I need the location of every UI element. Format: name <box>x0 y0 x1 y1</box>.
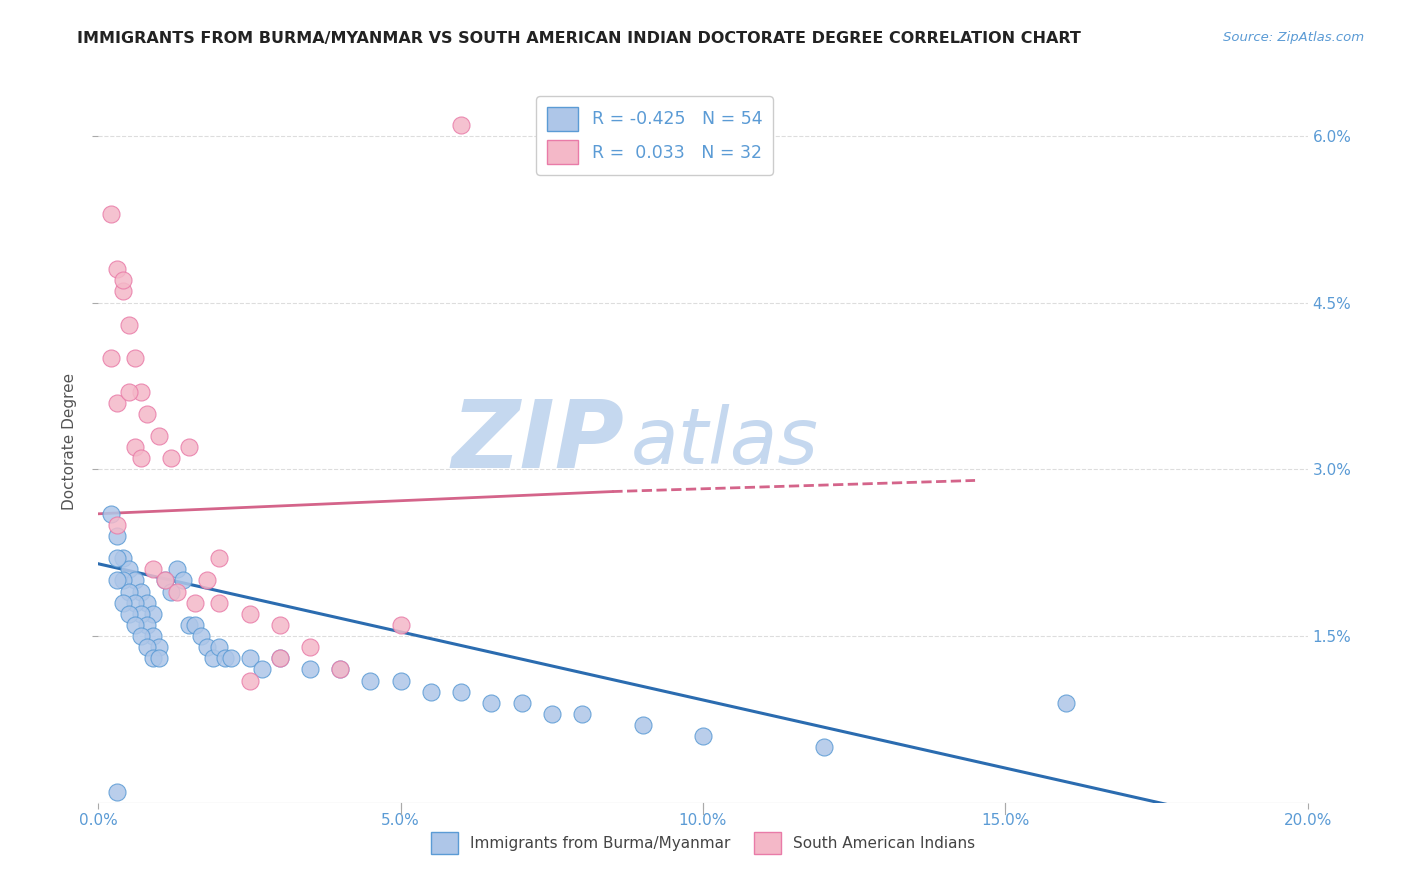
Point <box>450 684 472 698</box>
Point <box>214 651 236 665</box>
Point <box>269 618 291 632</box>
Point <box>269 651 291 665</box>
Point <box>420 684 443 698</box>
Point <box>100 351 122 366</box>
Point <box>142 651 165 665</box>
Point <box>135 618 157 632</box>
Point <box>208 551 231 566</box>
Point <box>481 696 503 710</box>
Point <box>118 318 141 332</box>
Text: Source: ZipAtlas.com: Source: ZipAtlas.com <box>1223 31 1364 45</box>
Point <box>299 640 322 655</box>
Point <box>118 607 141 621</box>
Point <box>153 574 176 588</box>
Point <box>269 651 291 665</box>
Point <box>179 618 201 632</box>
Point <box>148 429 170 443</box>
Point <box>111 273 134 287</box>
Point <box>124 618 146 632</box>
Point <box>813 740 835 755</box>
Point <box>124 574 146 588</box>
Point <box>299 662 322 676</box>
Point <box>142 607 165 621</box>
Point <box>239 607 262 621</box>
Point <box>148 640 170 655</box>
Point <box>105 517 128 532</box>
Point <box>129 584 152 599</box>
Point <box>135 596 157 610</box>
Point <box>118 562 141 576</box>
Point <box>172 574 194 588</box>
Point <box>540 706 562 721</box>
Point <box>100 507 122 521</box>
Point <box>142 562 165 576</box>
Point <box>571 706 593 721</box>
Point <box>148 651 170 665</box>
Point <box>124 351 146 366</box>
Point <box>105 551 128 566</box>
Point <box>124 440 146 454</box>
Point <box>111 551 134 566</box>
Point <box>389 618 412 632</box>
Point <box>692 729 714 743</box>
Point <box>100 207 122 221</box>
Point <box>135 640 157 655</box>
Text: IMMIGRANTS FROM BURMA/MYANMAR VS SOUTH AMERICAN INDIAN DOCTORATE DEGREE CORRELAT: IMMIGRANTS FROM BURMA/MYANMAR VS SOUTH A… <box>77 31 1081 46</box>
Point <box>190 629 212 643</box>
Point <box>450 118 472 132</box>
Point <box>111 574 134 588</box>
Point <box>239 651 262 665</box>
Point <box>129 451 152 466</box>
Y-axis label: Doctorate Degree: Doctorate Degree <box>62 373 77 510</box>
Text: ZIP: ZIP <box>451 395 624 488</box>
Point <box>1054 696 1077 710</box>
Point <box>184 618 207 632</box>
Point <box>195 640 218 655</box>
Point <box>105 262 128 277</box>
Point <box>221 651 243 665</box>
Point <box>105 395 128 409</box>
Point <box>111 596 134 610</box>
Point <box>153 574 176 588</box>
Point <box>360 673 382 688</box>
Point <box>135 407 157 421</box>
Point <box>105 529 128 543</box>
Point <box>118 584 141 599</box>
Point <box>129 384 152 399</box>
Point <box>329 662 352 676</box>
Point <box>195 574 218 588</box>
Point <box>160 584 183 599</box>
Point <box>111 285 134 299</box>
Point <box>166 562 188 576</box>
Point <box>389 673 412 688</box>
Legend: Immigrants from Burma/Myanmar, South American Indians: Immigrants from Burma/Myanmar, South Ame… <box>425 826 981 860</box>
Point <box>184 596 207 610</box>
Point <box>202 651 225 665</box>
Point <box>129 629 152 643</box>
Point <box>105 574 128 588</box>
Point <box>631 718 654 732</box>
Point <box>166 584 188 599</box>
Point <box>510 696 533 710</box>
Point <box>129 607 152 621</box>
Point <box>142 629 165 643</box>
Point <box>118 384 141 399</box>
Point <box>239 673 262 688</box>
Point <box>124 596 146 610</box>
Point <box>329 662 352 676</box>
Point <box>208 640 231 655</box>
Point <box>250 662 273 676</box>
Text: atlas: atlas <box>630 403 818 480</box>
Point <box>105 785 128 799</box>
Point <box>179 440 201 454</box>
Point <box>160 451 183 466</box>
Point <box>208 596 231 610</box>
